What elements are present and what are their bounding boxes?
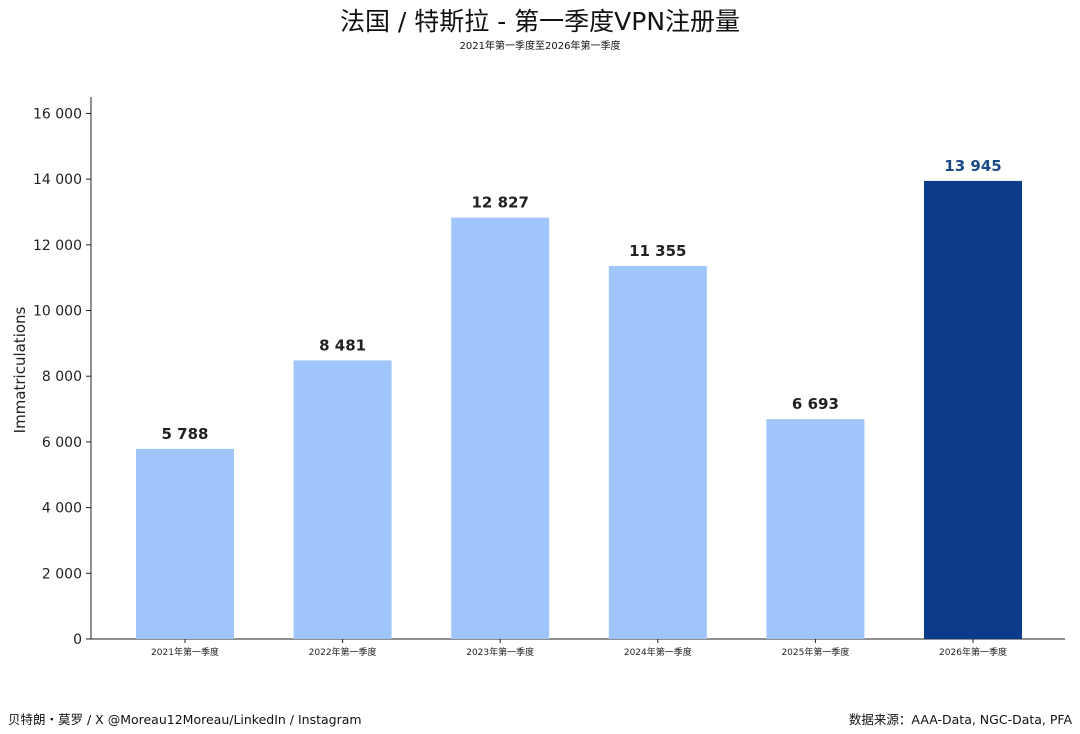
bars (136, 180, 1022, 640)
y-ticks: 0 2 000 4 000 6 000 8 000 10 000 12 000 14 000 1… (33, 106, 91, 648)
bar (136, 448, 234, 639)
y-tick-label: 14 000 (33, 172, 82, 188)
y-tick-label: 12 000 (33, 238, 82, 254)
x-tick-label: 2024年第一季度 (624, 646, 692, 658)
bar-value-label: 5 788 (162, 425, 209, 443)
chart-title: 法国 / 特斯拉 - 第一季度VPN注册量 (339, 7, 741, 36)
x-tick-label: 2025年第一季度 (781, 646, 849, 658)
x-ticks: 2021年第一季度 2022年第一季度 2023年第一季度 2024年第一季度 2025… (151, 639, 1007, 658)
y-axis-label: Immatriculations (11, 306, 29, 433)
bar-value-labels: 5 788 8 481 12 827 11 355 6 693 13 945 (162, 157, 1002, 443)
x-tick-label: 2022年第一季度 (309, 646, 377, 658)
bar-value-label: 13 945 (944, 157, 1001, 175)
bar-value-label: 6 693 (792, 395, 839, 413)
x-tick-label: 2021年第一季度 (151, 646, 219, 658)
bar (451, 217, 550, 640)
y-tick-label: 10 000 (33, 304, 82, 320)
y-tick-label: 6 000 (42, 435, 82, 451)
bar-value-label: 11 355 (629, 242, 686, 260)
bar (608, 266, 707, 639)
x-tick-label: 2023年第一季度 (466, 646, 534, 658)
x-axis: 2021年第一季度 2022年第一季度 2023年第一季度 2024年第一季度 2025… (91, 638, 1065, 658)
y-tick-label: 16 000 (33, 106, 82, 122)
y-tick-label: 4 000 (42, 501, 82, 517)
y-axis: 0 2 000 4 000 6 000 8 000 10 000 12 000 14 000 1… (11, 97, 92, 648)
bar-value-label: 12 827 (471, 194, 528, 212)
bar (293, 360, 392, 639)
x-tick-label: 2026年第一季度 (939, 646, 1007, 658)
y-tick-label: 0 (73, 632, 82, 648)
bar-value-label: 8 481 (319, 336, 366, 354)
y-tick-label: 2 000 (42, 566, 82, 582)
bar (924, 180, 1022, 640)
bar (766, 419, 865, 639)
bar-chart: 0 2 000 4 000 6 000 8 000 10 000 12 000 14 000 1… (11, 97, 1065, 658)
chart-subtitle: 2021年第一季度至2026年第一季度 (459, 41, 621, 52)
author-credit: 贝特朗・莫罗 / X @Moreau12Moreau/LinkedIn / In… (8, 712, 362, 727)
y-tick-label: 8 000 (42, 369, 82, 385)
data-source: 数据来源：AAA-Data, NGC-Data, PFA (848, 712, 1072, 727)
